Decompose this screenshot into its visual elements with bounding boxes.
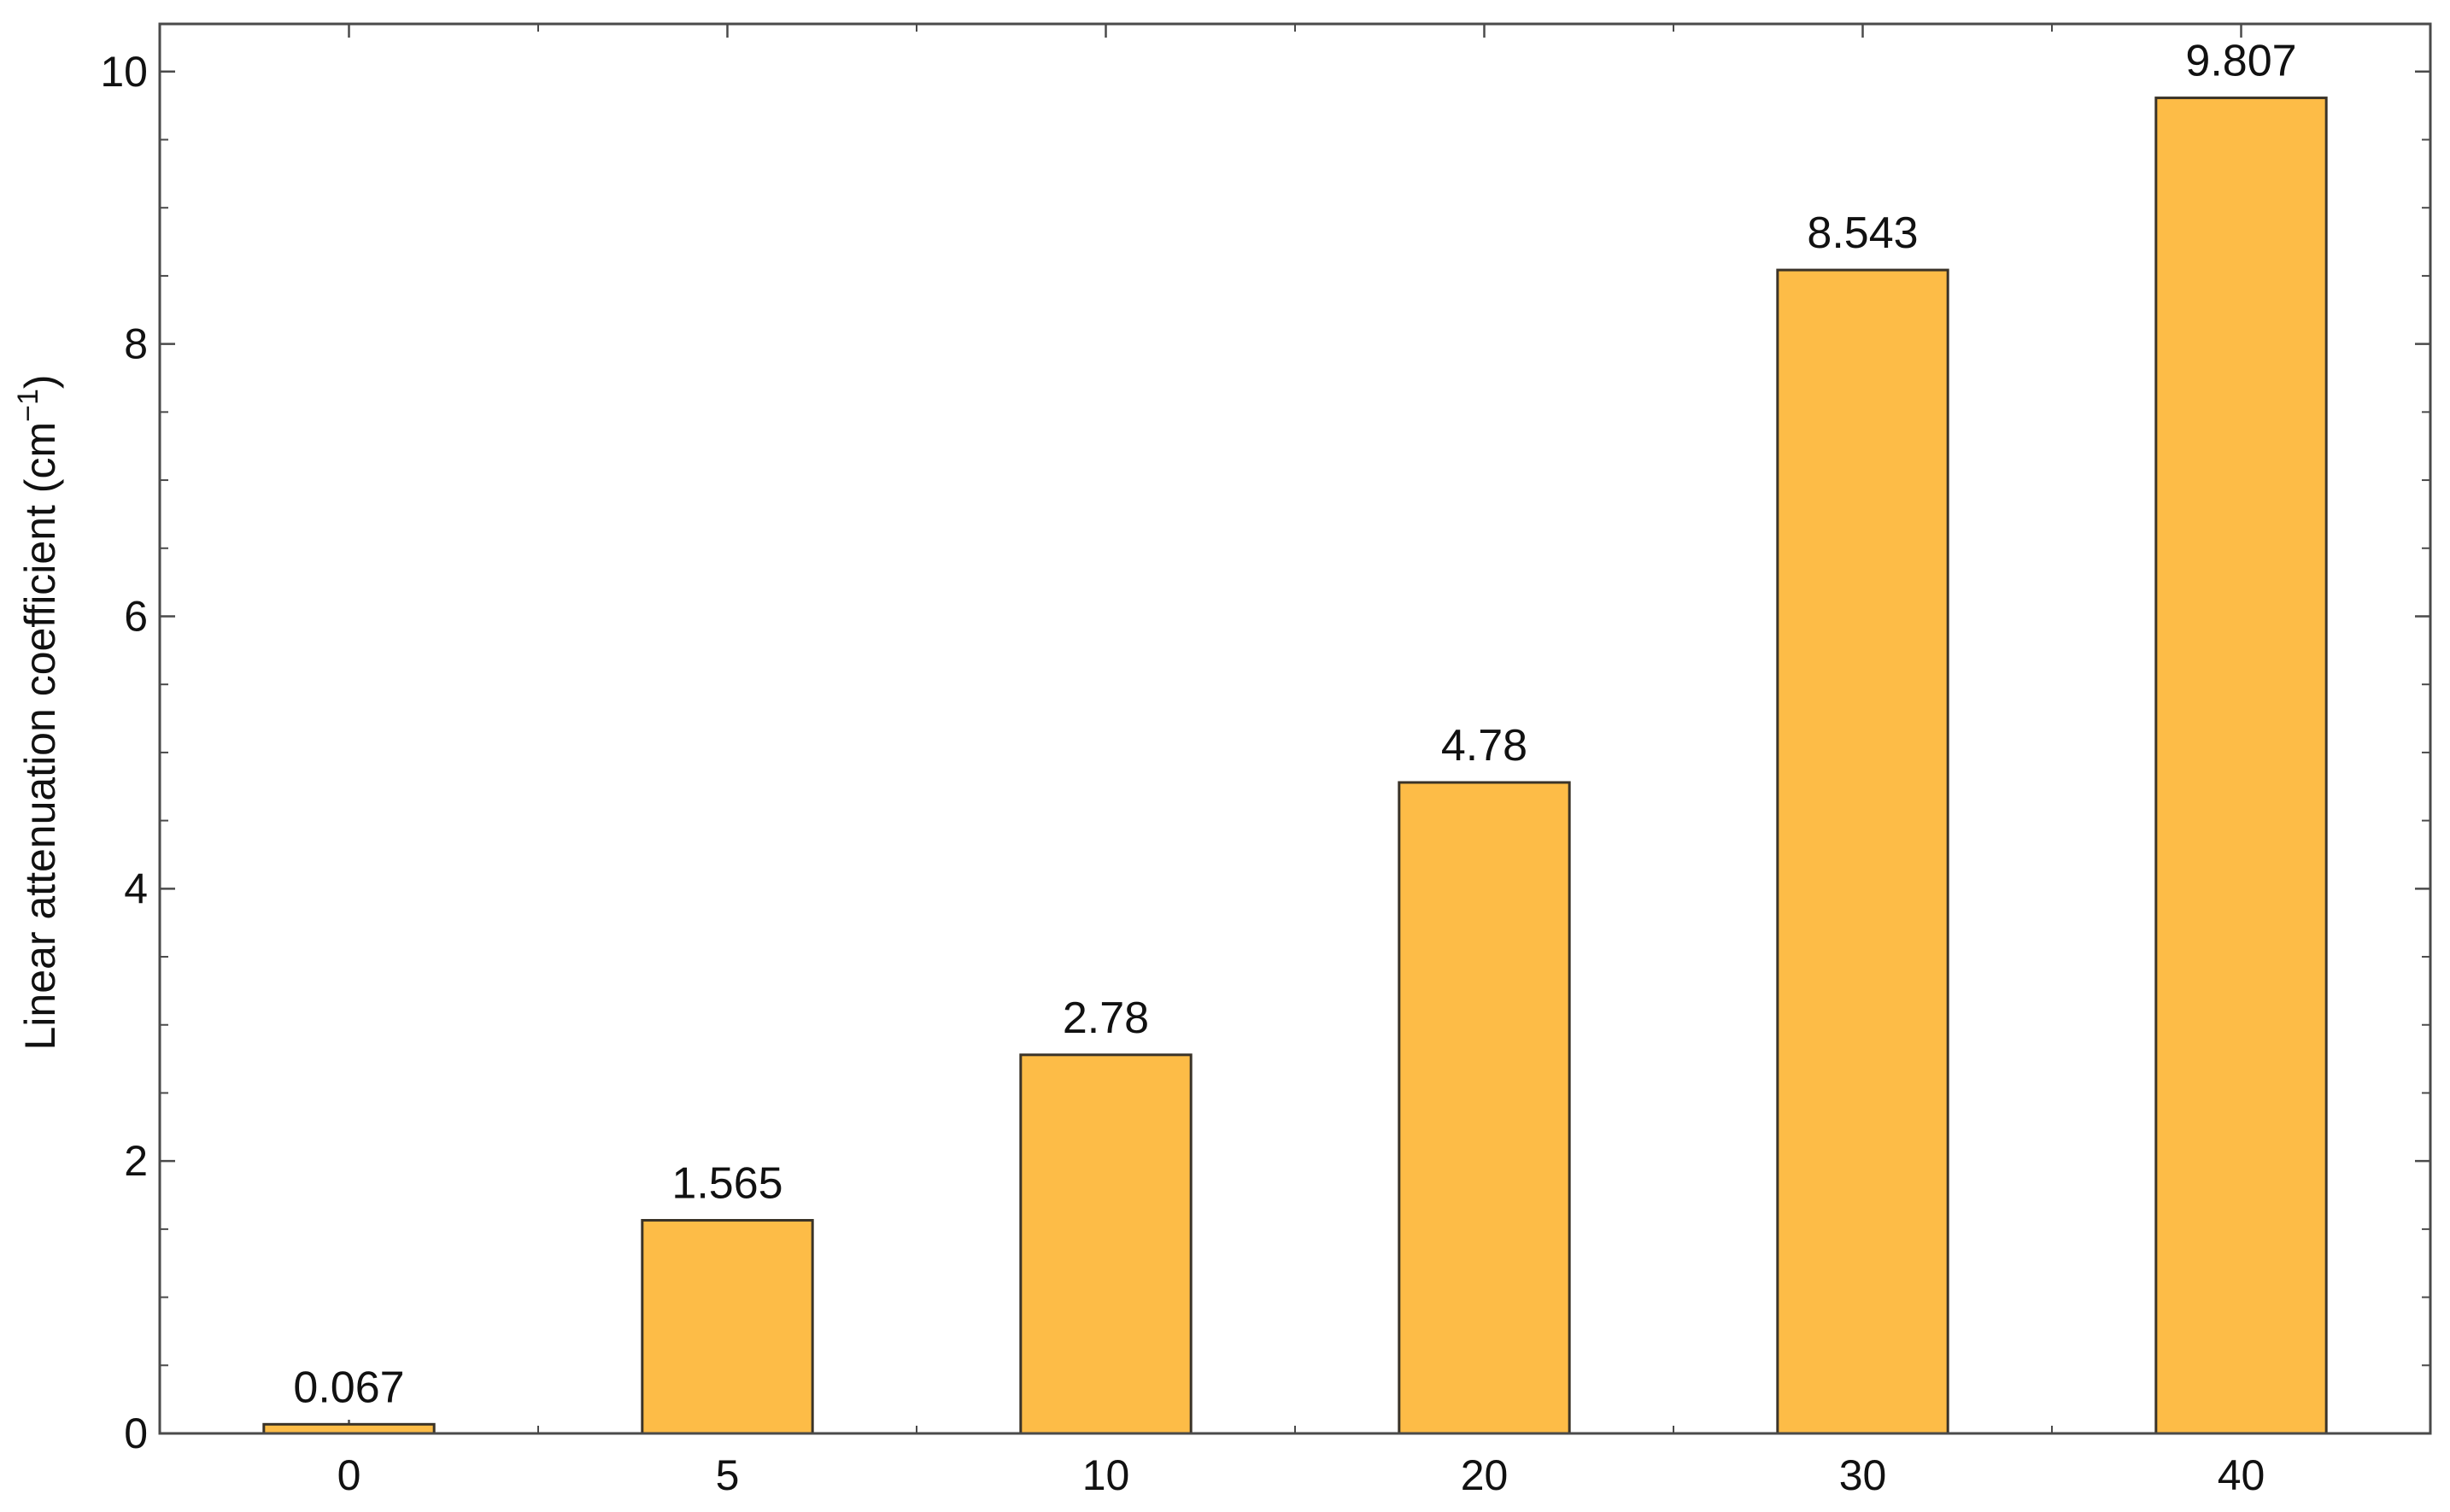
- x-tick-label: 0: [337, 1451, 361, 1499]
- y-tick-label: 6: [124, 592, 148, 640]
- bar-5: [641, 1219, 814, 1435]
- y-axis-tick-labels: 0 2 4 6 8 10: [100, 48, 148, 1457]
- bar-value-label: 0.067: [293, 1363, 404, 1412]
- bar-value-label: 4.78: [1441, 721, 1527, 771]
- bar-0: [262, 1422, 436, 1435]
- x-tick-label: 10: [1082, 1451, 1130, 1499]
- y-tick-label: 0: [124, 1409, 148, 1457]
- y-tick-label: 10: [100, 48, 148, 96]
- bar-value-label: 9.807: [2185, 37, 2296, 86]
- bar-value-label: 2.78: [1063, 993, 1149, 1043]
- x-tick-label: 5: [716, 1451, 740, 1499]
- bar-20: [1398, 781, 1571, 1435]
- y-axis-ticks: [160, 70, 2430, 1435]
- y-tick-label: 4: [124, 864, 148, 912]
- bar-30: [1776, 268, 1949, 1435]
- y-axis-title-superscript: −1: [12, 389, 44, 422]
- y-tick-label: 8: [124, 320, 148, 368]
- bars: [262, 97, 2328, 1435]
- bar-10: [1019, 1053, 1193, 1435]
- y-axis-title-text: Linear attenuation coefficient (cm: [16, 422, 64, 1051]
- bar-value-label: 8.543: [1807, 208, 1918, 258]
- x-tick-label: 30: [1839, 1451, 1887, 1499]
- x-tick-label: 20: [1461, 1451, 1509, 1499]
- x-tick-label: 40: [2218, 1451, 2265, 1499]
- plot-frame: [158, 22, 2432, 1435]
- x-axis-tick-labels: 0 5 10 20 30 40: [337, 1451, 2265, 1499]
- y-axis-title-suffix: ): [16, 374, 64, 389]
- bar-value-labels: 0.067 1.565 2.78 4.78 8.543 9.807: [293, 37, 2296, 1413]
- y-tick-label: 2: [124, 1137, 148, 1185]
- bar-40: [2154, 97, 2328, 1435]
- y-axis-title: Linear attenuation coefficient (cm−1): [12, 374, 64, 1050]
- bar-value-label: 1.565: [671, 1159, 782, 1209]
